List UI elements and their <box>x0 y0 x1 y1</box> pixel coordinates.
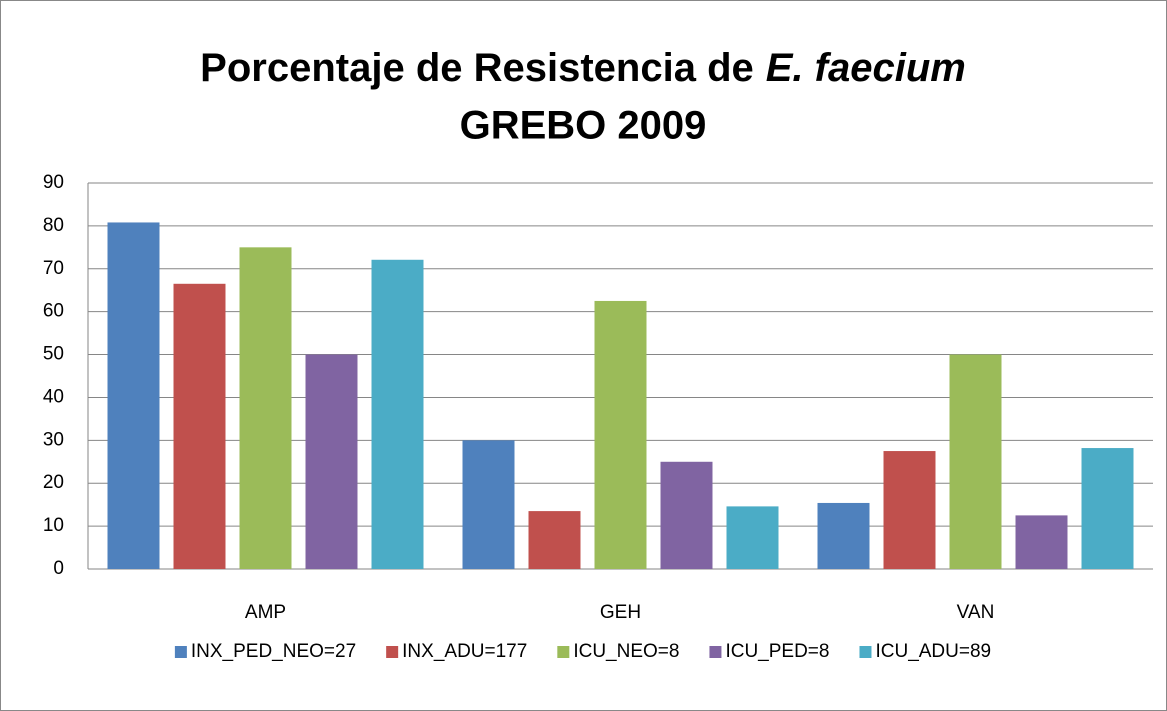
legend-label: ICU_ADU=89 <box>875 641 991 662</box>
y-tick-label: 10 <box>43 515 64 536</box>
y-tick-label: 60 <box>43 301 64 322</box>
y-tick-label: 80 <box>43 215 64 236</box>
legend-label: INX_ADU=177 <box>402 641 527 662</box>
bar <box>594 300 647 569</box>
bar <box>883 451 936 569</box>
legend-swatch <box>174 646 187 658</box>
legend-label: ICU_PED=8 <box>725 641 829 662</box>
bar <box>1081 448 1134 569</box>
x-tick-label: GEH <box>600 602 641 623</box>
x-tick-label: AMP <box>245 602 286 623</box>
chart-title-italic: E. faecium <box>766 46 966 90</box>
chart-title: Porcentaje de Resistencia de <box>200 46 754 90</box>
y-tick-label: 20 <box>43 472 64 493</box>
legend-swatch <box>859 646 872 658</box>
legend-label: ICU_NEO=8 <box>573 641 679 662</box>
legend-swatch <box>709 646 722 658</box>
bar <box>726 506 779 569</box>
legend-swatch <box>386 646 399 658</box>
bar <box>173 283 226 569</box>
bar <box>528 511 581 569</box>
y-tick-label: 40 <box>43 386 64 407</box>
chart-title-line: Porcentaje de Resistencia de E. faecium <box>200 46 966 90</box>
legend-swatch <box>557 646 570 658</box>
chart-subtitle: GREBO 2009 <box>460 104 707 148</box>
bar <box>371 259 424 569</box>
bar <box>660 461 713 569</box>
y-tick-label: 70 <box>43 258 64 279</box>
bar <box>817 502 870 569</box>
bar <box>305 354 358 569</box>
bar <box>107 222 160 570</box>
y-tick-label: 30 <box>43 429 64 450</box>
x-tick-label: VAN <box>957 602 995 623</box>
bar <box>239 247 292 570</box>
legend-label: INX_PED_NEO=27 <box>191 641 356 662</box>
bar <box>949 354 1002 569</box>
bar <box>462 440 515 569</box>
bar <box>1015 515 1068 569</box>
y-tick-label: 90 <box>43 172 64 193</box>
y-tick-label: 50 <box>43 344 64 365</box>
y-tick-label: 0 <box>53 558 64 579</box>
